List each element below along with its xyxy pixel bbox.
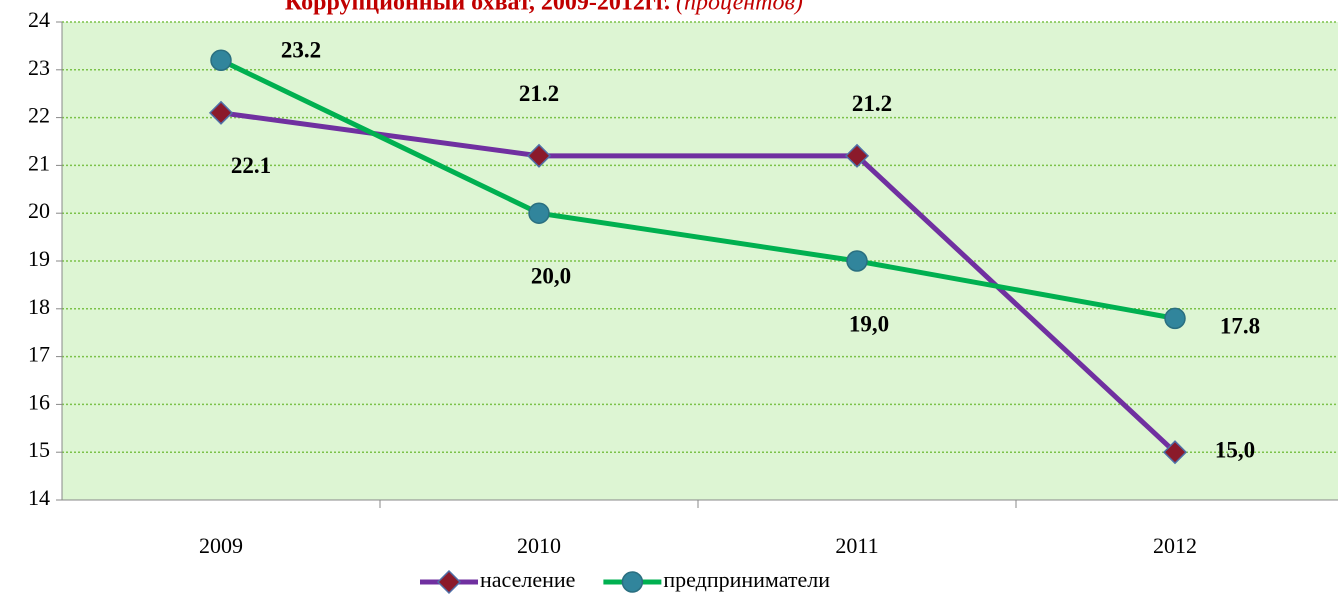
y-tick-label: 24 xyxy=(28,7,50,32)
y-tick-label: 16 xyxy=(28,389,50,414)
data-label: 21.2 xyxy=(852,91,892,116)
data-point xyxy=(210,49,232,71)
y-tick-label: 22 xyxy=(28,103,50,128)
data-point xyxy=(1162,440,1188,465)
legend-marker xyxy=(621,571,644,593)
data-label: 20,0 xyxy=(531,263,571,288)
y-tick-label: 20 xyxy=(28,198,50,223)
y-tick-label: 18 xyxy=(28,294,50,319)
y-tick-label: 15 xyxy=(28,437,50,462)
y-tick-label: 21 xyxy=(28,150,50,175)
legend-label: предприниматели xyxy=(663,567,830,592)
data-label: 17.8 xyxy=(1220,314,1260,339)
data-label: 23.2 xyxy=(281,38,321,63)
y-tick-label: 23 xyxy=(28,55,50,80)
series-line xyxy=(219,57,1176,321)
data-label: 22.1 xyxy=(231,153,271,178)
data-label: 21.2 xyxy=(519,81,559,106)
x-tick-label: 2011 xyxy=(835,533,878,558)
data-label: 19,0 xyxy=(849,311,889,336)
chart-subtitle: (процентов) xyxy=(676,0,803,16)
y-tick-label: 17 xyxy=(28,342,50,367)
data-point xyxy=(526,143,552,168)
x-tick-label: 2012 xyxy=(1153,533,1197,558)
data-point xyxy=(208,100,234,125)
data-point xyxy=(528,202,550,224)
legend-label: население xyxy=(480,567,575,592)
data-point xyxy=(844,143,870,168)
data-point xyxy=(846,250,868,272)
y-tick-label: 19 xyxy=(28,246,50,271)
y-tick-label: 14 xyxy=(28,485,50,510)
legend-marker xyxy=(436,569,462,595)
chart-title: Коррупционный охват, 2009-2012гг. xyxy=(285,0,670,16)
x-tick-label: 2009 xyxy=(199,533,243,558)
data-point xyxy=(1164,307,1186,330)
x-tick-label: 2010 xyxy=(517,533,561,558)
data-label: 15,0 xyxy=(1215,437,1255,462)
